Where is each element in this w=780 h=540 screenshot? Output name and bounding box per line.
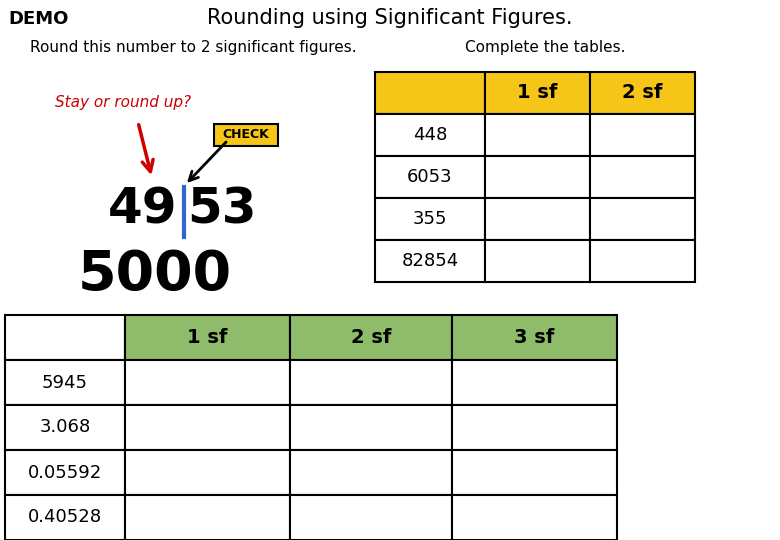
Bar — [375, 156, 485, 198]
Text: 448: 448 — [413, 126, 447, 144]
Bar — [590, 156, 695, 198]
Text: 5000: 5000 — [78, 248, 232, 302]
Bar — [485, 198, 590, 240]
Bar — [590, 240, 695, 282]
Text: DEMO: DEMO — [8, 10, 69, 28]
Bar — [5, 405, 125, 450]
Text: 0.40528: 0.40528 — [28, 509, 102, 526]
Text: 2 sf: 2 sf — [622, 84, 663, 103]
Bar — [590, 72, 695, 114]
Bar — [125, 360, 290, 405]
Bar — [485, 156, 590, 198]
Text: 1 sf: 1 sf — [517, 84, 558, 103]
Bar — [290, 360, 452, 405]
Text: 49: 49 — [108, 186, 178, 234]
Bar — [590, 198, 695, 240]
Bar — [452, 315, 617, 360]
Text: 5945: 5945 — [42, 374, 88, 391]
Text: CHECK: CHECK — [222, 129, 269, 141]
FancyBboxPatch shape — [214, 124, 278, 146]
Text: Complete the tables.: Complete the tables. — [465, 40, 626, 55]
Bar — [590, 114, 695, 156]
Bar — [452, 360, 617, 405]
Text: Round this number to 2 significant figures.: Round this number to 2 significant figur… — [30, 40, 356, 55]
Bar — [5, 315, 125, 360]
Bar — [452, 450, 617, 495]
Bar — [125, 405, 290, 450]
Bar — [125, 315, 290, 360]
Bar — [485, 240, 590, 282]
Text: 82854: 82854 — [402, 252, 459, 270]
Bar — [485, 72, 590, 114]
Text: Rounding using Significant Figures.: Rounding using Significant Figures. — [207, 8, 573, 28]
Bar — [290, 450, 452, 495]
Bar — [125, 495, 290, 540]
Bar — [452, 405, 617, 450]
Bar — [5, 360, 125, 405]
Text: 53: 53 — [187, 186, 257, 234]
Bar — [125, 450, 290, 495]
Text: 6053: 6053 — [407, 168, 453, 186]
Text: 0.05592: 0.05592 — [28, 463, 102, 482]
Text: 2 sf: 2 sf — [351, 328, 392, 347]
Bar — [5, 450, 125, 495]
Text: 3 sf: 3 sf — [514, 328, 555, 347]
Text: 1 sf: 1 sf — [187, 328, 228, 347]
Bar — [290, 315, 452, 360]
Text: 355: 355 — [413, 210, 447, 228]
Bar — [485, 114, 590, 156]
Bar — [375, 198, 485, 240]
Bar — [375, 72, 485, 114]
Bar — [452, 495, 617, 540]
Text: Stay or round up?: Stay or round up? — [55, 95, 191, 110]
Bar — [5, 495, 125, 540]
Bar — [290, 405, 452, 450]
Bar — [375, 114, 485, 156]
Bar — [375, 240, 485, 282]
Text: 3.068: 3.068 — [39, 418, 90, 436]
Bar — [290, 495, 452, 540]
